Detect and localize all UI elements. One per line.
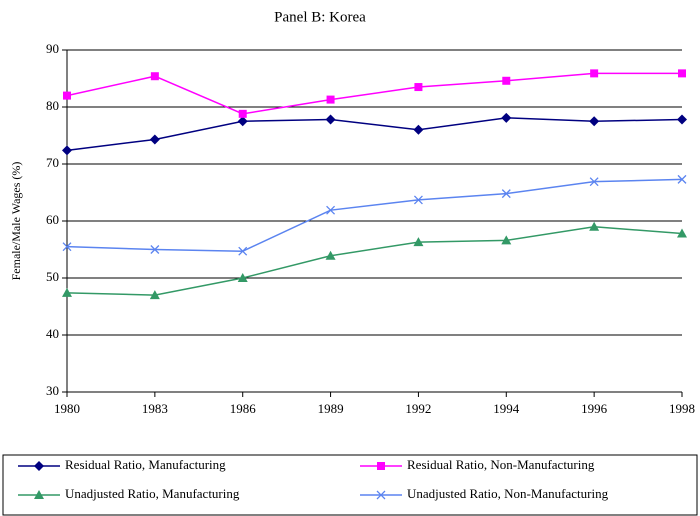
legend-box <box>2 454 698 516</box>
y-tick-label: 50 <box>46 269 59 284</box>
y-tick-label: 60 <box>46 212 59 227</box>
data-point <box>501 189 511 199</box>
data-point <box>238 246 248 256</box>
legend-label: Residual Ratio, Non-Manufacturing <box>407 457 595 472</box>
x-tick-label: 1996 <box>581 401 608 416</box>
data-point <box>413 237 424 247</box>
x-tick-label: 1992 <box>405 401 431 416</box>
data-point <box>501 112 512 123</box>
legend-marker <box>377 462 385 470</box>
data-point <box>677 114 687 125</box>
data-point <box>326 205 336 215</box>
series-line <box>66 225 683 296</box>
data-point <box>325 250 336 260</box>
data-point <box>150 245 160 254</box>
legend-label: Unadjusted Ratio, Manufacturing <box>65 486 240 501</box>
series-line <box>66 72 682 115</box>
data-point <box>326 95 335 104</box>
data-point <box>238 109 247 118</box>
data-point <box>502 76 511 85</box>
data-point <box>62 145 72 156</box>
data-point <box>590 69 599 78</box>
y-tick-label: 30 <box>46 383 59 398</box>
data-point <box>677 174 687 184</box>
data-point <box>678 69 686 78</box>
legend-marker <box>34 490 44 499</box>
data-point <box>150 72 159 81</box>
data-point <box>62 242 72 252</box>
y-tick-label: 70 <box>46 155 59 170</box>
data-point <box>589 221 600 231</box>
data-point <box>325 114 336 125</box>
x-tick-label: 1983 <box>142 401 168 416</box>
y-tick-label: 90 <box>46 41 59 56</box>
data-point <box>237 116 248 127</box>
x-tick-label: 1998 <box>669 401 695 416</box>
legend-label: Unadjusted Ratio, Non-Manufacturing <box>407 486 609 501</box>
chart-title: Panel B: Korea <box>274 9 366 25</box>
y-tick-label: 80 <box>46 98 59 113</box>
data-point <box>589 116 600 127</box>
legend-label: Residual Ratio, Manufacturing <box>65 457 226 472</box>
series-line <box>66 117 683 152</box>
x-tick-label: 1994 <box>493 401 520 416</box>
y-axis-label: Female/Male Wages (%) <box>9 162 23 281</box>
x-tick-label: 1986 <box>230 401 257 416</box>
data-point <box>149 290 160 300</box>
x-tick-label: 1980 <box>54 401 80 416</box>
data-point <box>149 134 160 145</box>
data-point <box>501 235 512 245</box>
data-point <box>677 228 687 238</box>
data-point <box>414 83 423 92</box>
data-point <box>413 195 423 205</box>
legend-marker <box>34 461 44 471</box>
data-point <box>589 177 599 187</box>
data-point <box>237 273 248 282</box>
data-point <box>63 91 71 100</box>
legend-marker <box>376 490 386 500</box>
x-tick-label: 1989 <box>318 401 344 416</box>
y-tick-label: 40 <box>46 326 59 341</box>
data-point <box>413 124 424 135</box>
series-line <box>66 178 683 252</box>
data-point <box>62 287 72 297</box>
